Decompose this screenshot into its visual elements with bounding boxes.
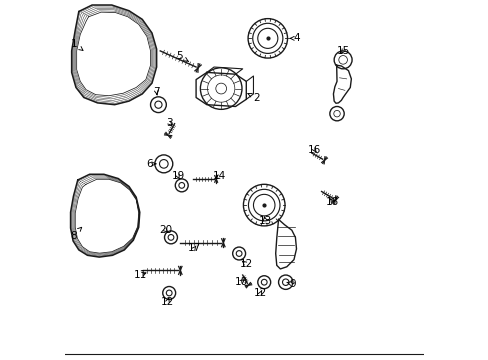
Text: 7: 7 [153, 87, 160, 97]
Text: 11: 11 [134, 270, 147, 280]
Text: 17: 17 [187, 243, 201, 253]
Text: 12: 12 [239, 259, 252, 269]
Text: 5: 5 [176, 51, 188, 62]
Text: 18: 18 [325, 197, 338, 207]
Text: 20: 20 [159, 225, 172, 235]
Text: 19: 19 [171, 171, 184, 181]
Text: 14: 14 [212, 171, 225, 181]
Text: 12: 12 [161, 297, 174, 307]
Text: 8: 8 [70, 227, 81, 240]
Text: 9: 9 [286, 279, 296, 289]
Text: 13: 13 [258, 216, 271, 226]
Text: 2: 2 [247, 93, 260, 103]
Text: 1: 1 [71, 39, 83, 50]
Text: 10: 10 [234, 277, 247, 287]
Text: 6: 6 [146, 159, 156, 169]
Text: 4: 4 [289, 33, 299, 43]
Text: 15: 15 [336, 46, 349, 56]
Text: 3: 3 [165, 118, 172, 128]
Text: 12: 12 [253, 288, 267, 298]
Text: 16: 16 [307, 144, 321, 154]
